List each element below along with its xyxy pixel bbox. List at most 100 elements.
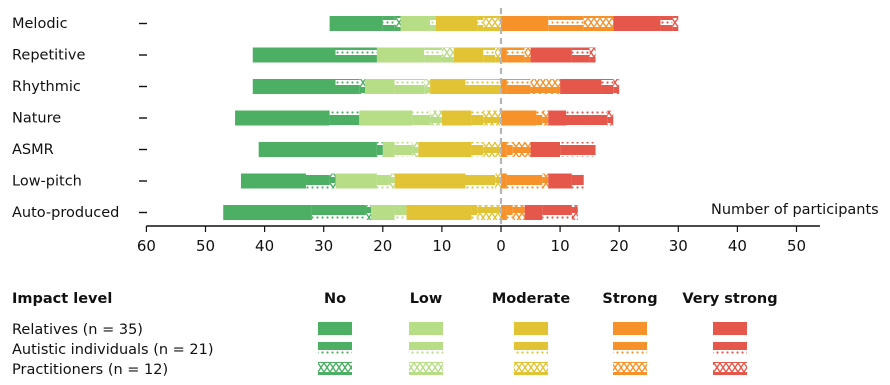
bar-segment — [536, 110, 543, 126]
bar-segment — [506, 173, 543, 189]
legend-row-label: Relatives (n = 35) — [12, 322, 143, 338]
bar-segment — [471, 110, 484, 126]
x-tick-label: 10 — [551, 237, 570, 255]
legend-swatch — [514, 362, 548, 375]
bar-segment — [495, 173, 501, 189]
bar-segment — [412, 142, 419, 157]
bar-segment — [548, 16, 584, 31]
bar-segment — [252, 47, 336, 63]
bar-segment — [370, 205, 395, 220]
bar-segment — [258, 142, 377, 157]
bar-segment — [365, 79, 395, 94]
bar-segment — [471, 205, 478, 220]
legend-swatch — [409, 322, 443, 335]
bar-segment — [672, 16, 679, 31]
bar-segment — [441, 110, 472, 126]
bar-segment — [483, 16, 501, 31]
x-tick-label: 40 — [255, 237, 274, 255]
category-label: Melodic — [12, 16, 68, 32]
bar-segment — [530, 142, 561, 157]
bar-segment — [430, 110, 442, 126]
bar-segment — [335, 79, 360, 94]
bar-segment — [501, 79, 507, 94]
legend-swatch — [409, 342, 443, 355]
legend-swatch — [318, 362, 352, 375]
bar-segment — [400, 16, 431, 31]
bar-segment — [335, 47, 377, 63]
bar-segment — [424, 47, 442, 63]
bar-segment — [240, 173, 306, 189]
bar-segment — [453, 47, 484, 63]
bar-segment — [465, 173, 496, 189]
bar-segment — [524, 205, 543, 220]
legend-row-label: Autistic individuals (n = 21) — [12, 342, 214, 358]
legend-swatch — [318, 342, 352, 355]
legend-level-header: Strong — [602, 291, 657, 307]
bar-segment — [560, 79, 602, 94]
category-label: Auto-produced — [12, 205, 119, 221]
legend-swatch — [713, 342, 747, 355]
legend-swatch — [613, 362, 647, 375]
bar-segment — [512, 142, 531, 157]
category-label: Repetitive — [12, 48, 85, 64]
bar-segment — [441, 47, 454, 63]
bar-segment — [506, 79, 531, 94]
bar-segment — [471, 142, 484, 157]
bar-segment — [430, 79, 466, 94]
x-tick-label: 30 — [314, 237, 333, 255]
bar-segment — [329, 173, 336, 189]
x-tick-label: 50 — [787, 237, 806, 255]
bar-segment — [252, 79, 336, 94]
legend-swatch — [713, 322, 747, 335]
legend-level-header: Very strong — [682, 291, 777, 307]
bar-segment — [235, 110, 330, 126]
bar-segment — [430, 16, 436, 31]
x-tick-label: 20 — [610, 237, 629, 255]
legend-swatch — [713, 362, 747, 375]
bar-segment — [571, 205, 578, 220]
category-label: Rhythmic — [12, 79, 81, 95]
bar-segment — [424, 79, 431, 94]
category-label: ASMR — [12, 142, 54, 158]
legend-level-header: Low — [410, 291, 443, 307]
bar-segment — [501, 205, 507, 220]
bar-segment — [376, 173, 389, 189]
bar-segment — [329, 16, 383, 31]
bar-segment — [435, 16, 478, 31]
bar-segment — [501, 47, 507, 63]
bar-segment — [506, 205, 513, 220]
bar-row-nature — [235, 110, 614, 126]
legend-swatch — [514, 322, 548, 335]
x-tick-label: 40 — [728, 237, 747, 255]
bar-segment — [394, 79, 425, 94]
bar-segment — [613, 79, 620, 94]
bar-segment — [501, 16, 549, 31]
bar-segment — [566, 110, 608, 126]
bar-segment — [589, 47, 596, 63]
bar-segment — [512, 205, 525, 220]
bar-segment — [382, 142, 395, 157]
bar-segment — [223, 205, 312, 220]
bar-segment — [660, 16, 673, 31]
x-tick-label: 50 — [196, 237, 215, 255]
bar-segment — [583, 16, 614, 31]
bar-row-low-pitch — [240, 173, 584, 189]
bar-segment — [394, 142, 413, 157]
legend-swatch — [613, 322, 647, 335]
bar-segment — [376, 47, 425, 63]
x-tick-label: 10 — [432, 237, 451, 255]
bar-segment — [506, 142, 513, 157]
bar-segment — [571, 173, 584, 189]
x-tick-label: 30 — [669, 237, 688, 255]
bar-segment — [530, 79, 561, 94]
legend-title: Impact level — [12, 291, 112, 307]
bar-segment — [394, 205, 407, 220]
bar-row-rhythmic — [252, 79, 620, 94]
bar-segment — [394, 173, 466, 189]
bar-segment — [501, 142, 507, 157]
bar-row-repetitive — [252, 47, 596, 63]
bar-segment — [477, 16, 484, 31]
bar-segment — [311, 205, 366, 220]
